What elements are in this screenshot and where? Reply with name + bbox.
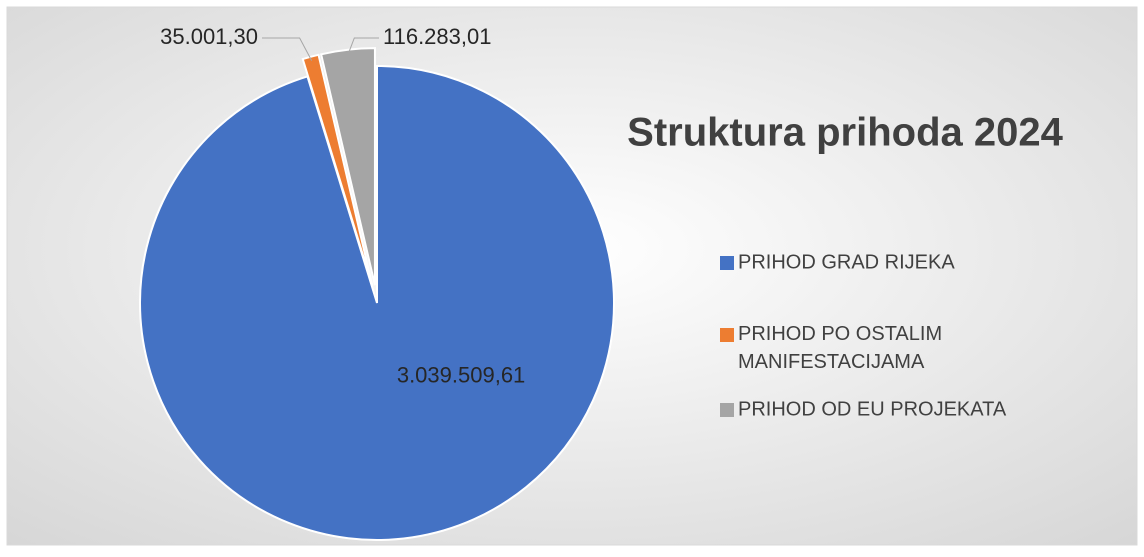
- legend-swatch: [720, 328, 734, 342]
- legend-label: PRIHOD OD EU PROJEKATA: [738, 398, 1007, 420]
- legend-label: PRIHOD GRAD RIJEKA: [738, 251, 955, 273]
- pie-slice: [139, 64, 615, 541]
- leader-line: [347, 37, 379, 54]
- legend-label: PRIHOD PO OSTALIM MANIFESTACIJAMA: [738, 323, 942, 373]
- legend-swatch: [720, 256, 734, 270]
- legend-swatch: [720, 403, 734, 417]
- chart-title: Struktura prihoda 2024: [627, 111, 1063, 155]
- data-label: 3.039.509,61: [397, 363, 525, 388]
- legend-label-line: MANIFESTACIJAMA: [738, 351, 925, 373]
- data-label: 116.283,01: [383, 24, 491, 49]
- leader-line: [262, 37, 313, 61]
- pie-slice: [301, 53, 374, 286]
- pie-slice: [319, 47, 376, 286]
- legend-label-line: PRIHOD PO OSTALIM: [738, 323, 942, 345]
- data-label: 35.001,30: [160, 24, 258, 49]
